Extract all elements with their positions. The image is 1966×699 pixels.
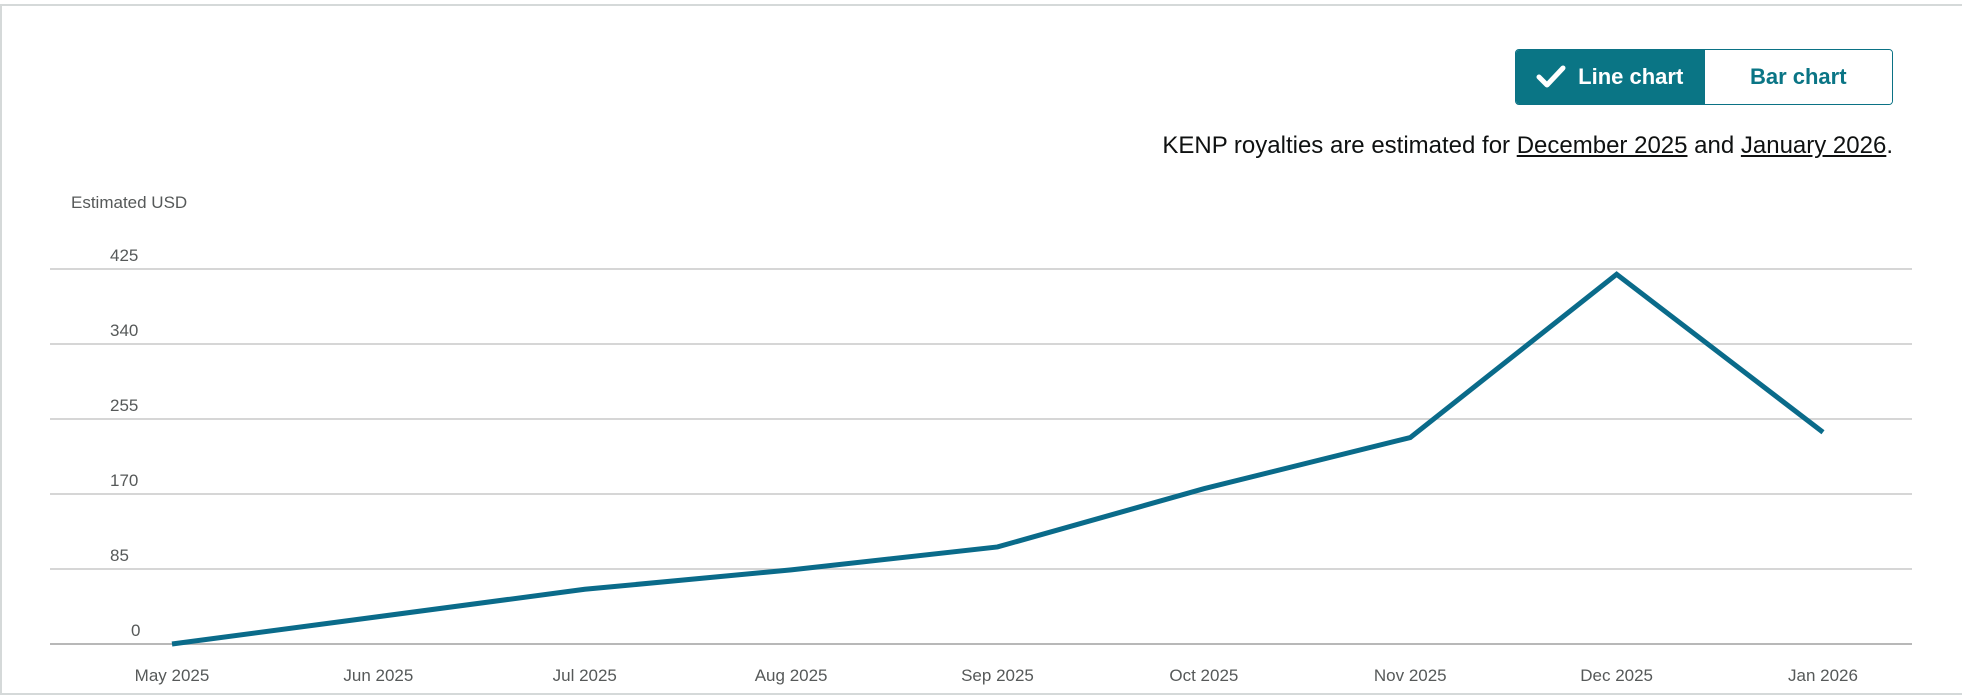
line-chart-button[interactable]: Line chart [1516, 50, 1704, 104]
chart-panel [0, 4, 1962, 695]
bar-chart-label: Bar chart [1749, 64, 1847, 89]
y-tick-label: 255 [110, 396, 138, 415]
december-2025-link[interactable]: December 2025 [1516, 132, 1688, 159]
y-tick-label: 170 [110, 471, 138, 490]
x-tick-label: Nov 2025 [1374, 666, 1447, 685]
x-tick-label: Jan 2026 [1788, 666, 1858, 685]
x-tick-label: Oct 2025 [1169, 666, 1238, 685]
chart-type-toggle: Line chart Bar chart [1515, 49, 1893, 105]
bar-chart-button[interactable]: Bar chart [1703, 50, 1892, 104]
checkmark-icon [1536, 65, 1566, 88]
x-tick-label: Jun 2025 [343, 666, 413, 685]
y-tick-label: 425 [110, 246, 138, 265]
y-tick-label: 0 [131, 621, 140, 640]
x-tick-label: Aug 2025 [755, 666, 828, 685]
y-axis-title: Estimated USD [71, 193, 187, 212]
january-2026-link[interactable]: January 2026 [1740, 132, 1887, 159]
x-tick-label: Sep 2025 [961, 666, 1034, 685]
note-suffix: . [1886, 132, 1893, 159]
x-tick-label: May 2025 [135, 666, 210, 685]
x-tick-label: Jul 2025 [553, 666, 617, 685]
series-line [171, 271, 1825, 647]
estimate-note: KENP royalties are estimated for Decembe… [1162, 132, 1893, 160]
note-prefix: KENP royalties are estimated for [1162, 132, 1517, 159]
line-chart-label: Line chart [1578, 64, 1684, 89]
x-tick-label: Dec 2025 [1580, 666, 1653, 685]
y-tick-label: 85 [110, 546, 129, 565]
y-tick-label: 340 [110, 321, 138, 340]
note-middle: and [1687, 132, 1741, 159]
